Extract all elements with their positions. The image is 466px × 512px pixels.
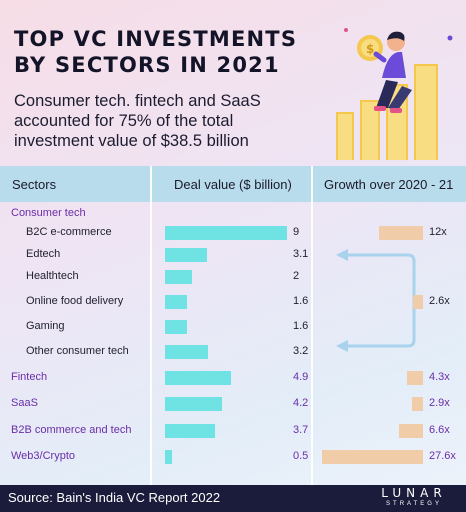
deal-value-fintech: 4.9 — [293, 371, 309, 383]
deal-value-other-consumer-tech: 3.2 — [293, 345, 309, 357]
sector-label-saas: SaaS — [11, 397, 38, 409]
source-note: Source: Bain's India VC Report 2022 — [8, 490, 221, 505]
deal-bar-saas — [165, 397, 222, 411]
title-line-2: BY SECTORS IN 2021 — [14, 53, 280, 77]
arrow-head-top — [336, 249, 348, 261]
deal-value-saas: 4.2 — [293, 397, 309, 409]
deal-bar-b2b-commerce-and-tech — [165, 424, 216, 438]
deal-bar-b2c-e-commerce — [165, 226, 287, 240]
page-title: TOP VC INVESTMENTS BY SECTORS IN 2021 — [14, 26, 334, 78]
sector-label-web3-crypto: Web3/Crypto — [11, 450, 75, 462]
page-subtitle: Consumer tech. fintech and SaaS accounte… — [14, 91, 334, 151]
table-header — [0, 166, 466, 202]
column-divider — [311, 166, 313, 486]
growth-value-fintech: 4.3x — [429, 371, 450, 383]
sector-label-fintech: Fintech — [11, 371, 48, 383]
sector-label-edtech: Edtech — [26, 248, 61, 260]
deal-value-b2b-commerce-and-tech: 3.7 — [293, 424, 309, 436]
deal-value-b2c-e-commerce: 9 — [293, 226, 300, 238]
sector-label-gaming: Gaming — [26, 320, 65, 332]
sector-label-other-consumer-tech: Other consumer tech — [26, 345, 129, 357]
growth-value-saas: 2.9x — [429, 397, 450, 409]
deal-bar-fintech — [165, 371, 232, 385]
deal-value-healthtech: 2 — [293, 270, 300, 282]
footer-bar — [0, 485, 466, 512]
growth-value-b2c-e-commerce: 12x — [429, 226, 447, 238]
growth-bar-web3-crypto — [322, 450, 423, 464]
deal-bar-other-consumer-tech — [165, 345, 209, 359]
sector-label-online-food-delivery: Online food delivery — [26, 295, 124, 307]
column-header-deal-value: Deal value ($ billion) — [174, 176, 292, 192]
subtitle-line-3: investment value of $38.5 billion — [14, 132, 249, 150]
growth-bar-saas — [412, 397, 423, 411]
sector-label-consumer-tech: Consumer tech — [11, 207, 86, 219]
growth-illustration-icon: $ — [336, 28, 453, 160]
deal-value-online-food-delivery: 1.6 — [293, 295, 309, 307]
deal-bar-online-food-delivery — [165, 295, 187, 309]
growth-value-web3-crypto: 27.6x — [429, 450, 456, 462]
sector-label-b2c-e-commerce: B2C e-commerce — [26, 226, 112, 238]
bracket-line — [346, 253, 416, 348]
deal-bar-edtech — [165, 248, 208, 262]
growth-value-b2b-commerce-and-tech: 6.6x — [429, 424, 450, 436]
logo-main: LUNAR — [381, 486, 447, 500]
deal-bar-healthtech — [165, 270, 193, 284]
sector-label-healthtech: Healthtech — [26, 270, 79, 282]
deal-value-edtech: 3.1 — [293, 248, 309, 260]
growth-bar-b2b-commerce-and-tech — [398, 424, 423, 438]
column-divider — [150, 166, 152, 486]
column-header-growth: Growth over 2020 - 21 — [324, 176, 454, 192]
column-header-sectors: Sectors — [12, 176, 57, 192]
growth-bar-fintech — [407, 371, 423, 385]
growth-bar-b2c-e-commerce — [379, 226, 423, 240]
logo-sub: STRATEGY — [386, 501, 442, 507]
subtitle-line-2: accounted for 75% of the total — [14, 112, 234, 130]
deal-bar-web3-crypto — [165, 450, 172, 464]
subtitle-line-1: Consumer tech. fintech and SaaS — [14, 92, 261, 110]
deal-bar-gaming — [165, 320, 187, 334]
deal-value-gaming: 1.6 — [293, 320, 309, 332]
arrow-head-bottom — [336, 340, 348, 352]
title-line-1: TOP VC INVESTMENTS — [14, 27, 298, 51]
growth-bar-online-food-delivery — [413, 295, 423, 309]
lunar-strategy-logo: LUNAR STRATEGY — [368, 487, 460, 508]
svg-text:$: $ — [366, 42, 374, 56]
sector-label-b2b-commerce-and-tech: B2B commerce and tech — [11, 424, 132, 436]
deal-value-web3-crypto: 0.5 — [293, 450, 309, 462]
growth-value-online-food-delivery: 2.6x — [429, 295, 450, 307]
